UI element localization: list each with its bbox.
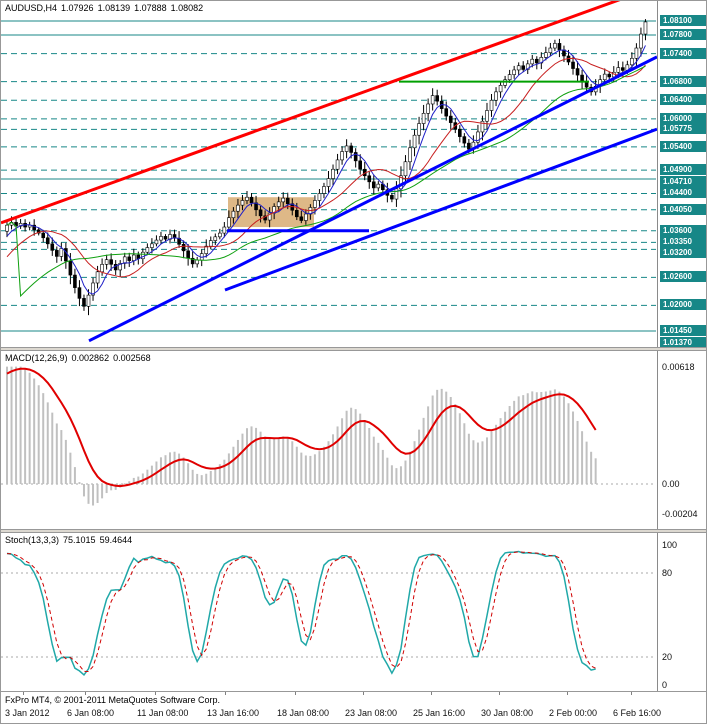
stochastic-label: Stoch(13,3,3) xyxy=(5,535,60,545)
macd-title: MACD(12,26,9) 0.002862 0.002568 xyxy=(5,353,151,363)
price-scale[interactable]: 1.08100 1.07800 1.07400 1.06800 1.06400 1.060… xyxy=(658,1,706,347)
panel-splitter[interactable] xyxy=(1,347,706,351)
macd-histogram xyxy=(6,366,597,506)
price-level-tag: 1.04900 xyxy=(660,164,706,176)
time-axis-tick xyxy=(431,692,432,695)
stochastic-main-value: 75.1015 xyxy=(63,535,96,545)
panel-splitter[interactable] xyxy=(1,529,706,533)
price-level-tag: 1.01370 xyxy=(660,336,706,347)
stochastic-signal-value: 59.4644 xyxy=(99,535,133,545)
indicator-scale-label: 100 xyxy=(662,540,678,550)
bottom-bar: FxPro MT4, © 2001-2011 MetaQuotes Softwa… xyxy=(1,691,706,723)
time-axis-tick xyxy=(225,692,226,695)
price-level-tag: 1.03200 xyxy=(660,247,706,259)
indicator-scale-label: 20 xyxy=(662,652,673,662)
price-level-tag: 1.01450 xyxy=(660,325,706,336)
macd-main-value: 0.002862 xyxy=(71,353,110,363)
price-level-tag: 1.06800 xyxy=(660,75,706,87)
price-chart-canvas[interactable] xyxy=(1,1,707,347)
time-axis-label: 3 Jan 2012 xyxy=(5,708,50,718)
macd-signal-line xyxy=(6,367,597,488)
price-chart-panel: AUDUSD,H4 1.07926 1.08139 1.07888 1.08082 1.… xyxy=(1,1,707,347)
price-level-tag: 1.04050 xyxy=(660,203,706,215)
high-value: 1.08139 xyxy=(97,3,131,13)
chart-title: AUDUSD,H4 1.07926 1.08139 1.07888 1.08082 xyxy=(5,3,203,13)
time-axis-tick xyxy=(295,692,296,695)
indicator-scale-label: -0.00204 xyxy=(662,509,698,520)
price-level-tag: 1.07800 xyxy=(660,28,706,40)
time-axis-tick xyxy=(23,692,24,695)
blue-trend-line-upper xyxy=(88,55,658,343)
price-level-tag: 1.06400 xyxy=(660,94,706,106)
indicator-scale-label: 80 xyxy=(662,568,673,578)
stochastic-indicator-panel: Stoch(13,3,3) 75.1015 59.4644 100 80 20 0 xyxy=(1,533,707,691)
stochastic-canvas[interactable] xyxy=(1,533,707,691)
price-level-tag: 1.06000 xyxy=(660,112,706,124)
time-axis-tick xyxy=(631,692,632,695)
stochastic-title: Stoch(13,3,3) 75.1015 59.4644 xyxy=(5,535,132,545)
indicator-scale-label: 0.00618 xyxy=(662,362,695,372)
price-level-tag: 1.04710 xyxy=(660,176,706,188)
drawn-objects xyxy=(1,1,658,343)
low-value: 1.07888 xyxy=(134,3,167,13)
open-value: 1.07926 xyxy=(61,3,94,13)
time-axis-label: 6 Jan 08:00 xyxy=(67,708,115,718)
price-level-tag: 1.04400 xyxy=(660,187,706,199)
time-axis-tick xyxy=(363,692,364,695)
time-axis-tick xyxy=(567,692,568,695)
price-level-tag: 1.03350 xyxy=(660,236,706,248)
time-axis-label: 2 Feb 00:00 xyxy=(549,708,598,718)
macd-indicator-panel: MACD(12,26,9) 0.002862 0.002568 0.00618 0.0… xyxy=(1,351,707,529)
time-axis[interactable]: 3 Jan 2012 6 Jan 08:00 11 Jan 08:00 13 Jan … xyxy=(1,692,706,723)
red-channel-line xyxy=(1,1,621,225)
moving-averages xyxy=(6,45,646,298)
price-level-tag: 1.03600 xyxy=(660,224,706,236)
time-axis-tick xyxy=(155,692,156,695)
macd-label: MACD(12,26,9) xyxy=(5,353,68,363)
stochastic-signal-line xyxy=(6,551,596,673)
indicator-scale-label: 0.00 xyxy=(662,479,680,489)
copyright-text: FxPro MT4, © 2001-2011 MetaQuotes Softwa… xyxy=(5,695,221,705)
stochastic-main-line xyxy=(6,550,596,677)
price-level-tag: 1.07400 xyxy=(660,47,706,59)
price-level-tag: 1.08100 xyxy=(660,15,706,26)
time-axis-label: 11 Jan 08:00 xyxy=(137,708,189,718)
time-axis-label: 25 Jan 16:00 xyxy=(413,708,466,718)
time-axis-label: 6 Feb 16:00 xyxy=(613,708,662,718)
blue-trend-line-lower xyxy=(224,127,658,292)
symbol-period-label: AUDUSD,H4 xyxy=(5,3,58,13)
time-axis-label: 13 Jan 16:00 xyxy=(207,708,260,718)
time-axis-tick xyxy=(85,692,86,695)
time-axis-label: 30 Jan 08:00 xyxy=(481,708,534,718)
time-axis-label: 18 Jan 08:00 xyxy=(277,708,330,718)
indicator-scale-label: 0 xyxy=(662,680,668,690)
price-level-tag: 1.05400 xyxy=(660,140,706,152)
close-value: 1.08082 xyxy=(170,3,204,13)
price-level-tag: 1.02000 xyxy=(660,299,706,311)
macd-signal-value: 0.002568 xyxy=(113,353,151,363)
time-axis-tick xyxy=(499,692,500,695)
price-level-tag: 1.05775 xyxy=(660,123,706,135)
macd-canvas[interactable] xyxy=(1,351,707,529)
time-axis-label: 23 Jan 08:00 xyxy=(345,708,398,718)
price-level-tag: 1.02600 xyxy=(660,271,706,283)
